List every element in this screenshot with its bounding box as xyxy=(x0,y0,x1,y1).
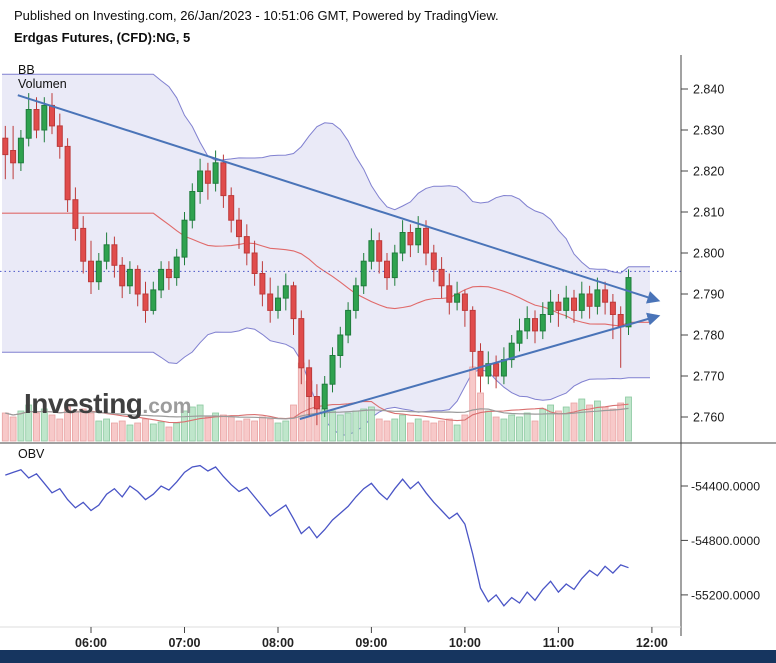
volume-indicator-label: Volumen xyxy=(18,77,67,91)
svg-text:2.760: 2.760 xyxy=(693,411,724,425)
axes-frame xyxy=(0,55,776,636)
ascending-support-line[interactable] xyxy=(299,312,661,420)
trendlines xyxy=(17,94,661,420)
published-line: Published on Investing.com, 26/Jan/2023 … xyxy=(14,8,499,23)
candles xyxy=(2,93,632,426)
time-axis[interactable]: 06:00 07:00 08:00 09:00 10:00 11:00 12:00 xyxy=(75,627,668,650)
svg-text:09:00: 09:00 xyxy=(355,636,387,650)
svg-text:07:00: 07:00 xyxy=(169,636,201,650)
price-axis[interactable]: 2.840 2.830 2.820 2.810 2.800 2.790 2.780 2.770… xyxy=(681,83,724,425)
svg-text:06:00: 06:00 xyxy=(75,636,107,650)
svg-text:11:00: 11:00 xyxy=(543,636,574,650)
svg-text:2.790: 2.790 xyxy=(693,288,724,302)
svg-text:-55200.0000: -55200.0000 xyxy=(691,588,760,602)
instrument-title: Erdgas Futures, (CFD):NG, 5 xyxy=(14,30,191,45)
svg-text:2.840: 2.840 xyxy=(693,83,724,97)
svg-text:2.820: 2.820 xyxy=(693,165,724,179)
svg-text:2.780: 2.780 xyxy=(693,329,724,343)
bollinger-band xyxy=(2,73,650,436)
watermark-brand-text: Investing xyxy=(24,388,143,419)
svg-text:2.800: 2.800 xyxy=(693,247,724,261)
svg-text:2.770: 2.770 xyxy=(693,370,724,384)
svg-text:08:00: 08:00 xyxy=(262,636,294,650)
svg-text:12:00: 12:00 xyxy=(636,636,668,650)
bb-indicator-label: BB xyxy=(18,63,35,77)
svg-text:-54800.0000: -54800.0000 xyxy=(691,534,760,548)
svg-text:2.810: 2.810 xyxy=(693,206,724,220)
svg-text:2.830: 2.830 xyxy=(693,124,724,138)
watermark-suffix-text: .com xyxy=(142,395,192,418)
svg-text:-54400.0000: -54400.0000 xyxy=(691,480,760,494)
obv-indicator-label: OBV xyxy=(18,447,45,461)
obv-axis[interactable]: -54400.0000 -54800.0000 -55200.0000 xyxy=(681,480,760,603)
obv-line xyxy=(5,464,629,607)
investing-watermark-logo: Investing .com xyxy=(24,388,191,420)
svg-text:10:00: 10:00 xyxy=(449,636,481,650)
descending-resistance-line[interactable] xyxy=(17,94,661,304)
bottom-bar xyxy=(0,650,776,663)
